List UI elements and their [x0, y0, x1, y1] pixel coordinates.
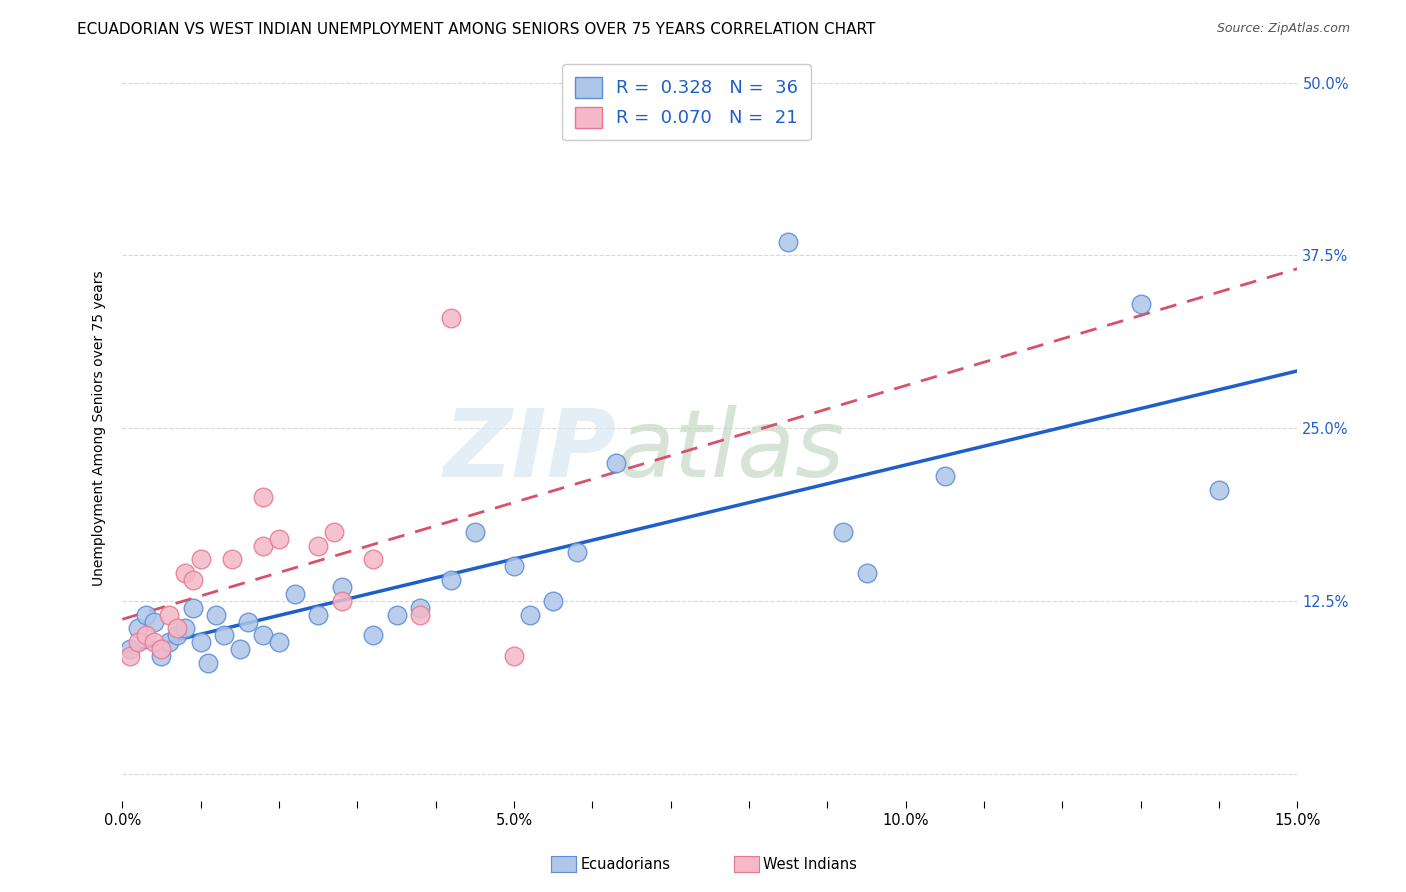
- Point: [142, 615, 165, 629]
- Text: West Indians: West Indians: [763, 857, 858, 871]
- Point: [330, 594, 353, 608]
- Point: [120, 649, 142, 664]
- Point: [267, 532, 290, 546]
- Point: [181, 600, 204, 615]
- Point: [361, 628, 384, 642]
- Point: [174, 566, 197, 581]
- Point: [307, 539, 329, 553]
- Point: [605, 456, 627, 470]
- Point: [127, 635, 149, 649]
- Point: [1129, 297, 1152, 311]
- Point: [252, 490, 274, 504]
- Point: [440, 310, 463, 325]
- Point: [440, 573, 463, 587]
- Point: [519, 607, 541, 622]
- Legend: R =  0.328   N =  36, R =  0.070   N =  21: R = 0.328 N = 36, R = 0.070 N = 21: [562, 64, 811, 140]
- Point: [197, 656, 219, 670]
- Point: [307, 607, 329, 622]
- Point: [157, 635, 180, 649]
- Point: [409, 607, 432, 622]
- Y-axis label: Unemployment Among Seniors over 75 years: Unemployment Among Seniors over 75 years: [93, 270, 107, 586]
- Point: [361, 552, 384, 566]
- Text: Ecuadorians: Ecuadorians: [581, 857, 671, 871]
- Point: [190, 635, 212, 649]
- Point: [252, 628, 274, 642]
- Point: [284, 587, 307, 601]
- Point: [855, 566, 877, 581]
- Point: [330, 580, 353, 594]
- Point: [181, 573, 204, 587]
- Point: [127, 622, 149, 636]
- Point: [409, 600, 432, 615]
- Point: [565, 545, 588, 559]
- Point: [221, 552, 243, 566]
- Point: [778, 235, 800, 249]
- Point: [166, 622, 188, 636]
- Point: [150, 649, 173, 664]
- Text: ECUADORIAN VS WEST INDIAN UNEMPLOYMENT AMONG SENIORS OVER 75 YEARS CORRELATION C: ECUADORIAN VS WEST INDIAN UNEMPLOYMENT A…: [77, 22, 876, 37]
- Point: [157, 607, 180, 622]
- Point: [205, 607, 228, 622]
- Point: [503, 559, 526, 574]
- Point: [267, 635, 290, 649]
- Point: [166, 628, 188, 642]
- Point: [150, 642, 173, 657]
- Point: [229, 642, 252, 657]
- Point: [464, 524, 486, 539]
- Point: [832, 524, 855, 539]
- Point: [190, 552, 212, 566]
- Text: atlas: atlas: [616, 405, 844, 496]
- Point: [385, 607, 408, 622]
- Point: [212, 628, 235, 642]
- Point: [135, 628, 157, 642]
- Text: ZIP: ZIP: [443, 404, 616, 497]
- Point: [236, 615, 259, 629]
- Text: Source: ZipAtlas.com: Source: ZipAtlas.com: [1216, 22, 1350, 36]
- Point: [934, 469, 956, 483]
- Point: [1208, 483, 1230, 498]
- Point: [142, 635, 165, 649]
- Point: [135, 607, 157, 622]
- Point: [252, 539, 274, 553]
- Point: [541, 594, 564, 608]
- Point: [120, 642, 142, 657]
- Point: [174, 622, 197, 636]
- Point: [503, 649, 526, 664]
- Point: [322, 524, 344, 539]
